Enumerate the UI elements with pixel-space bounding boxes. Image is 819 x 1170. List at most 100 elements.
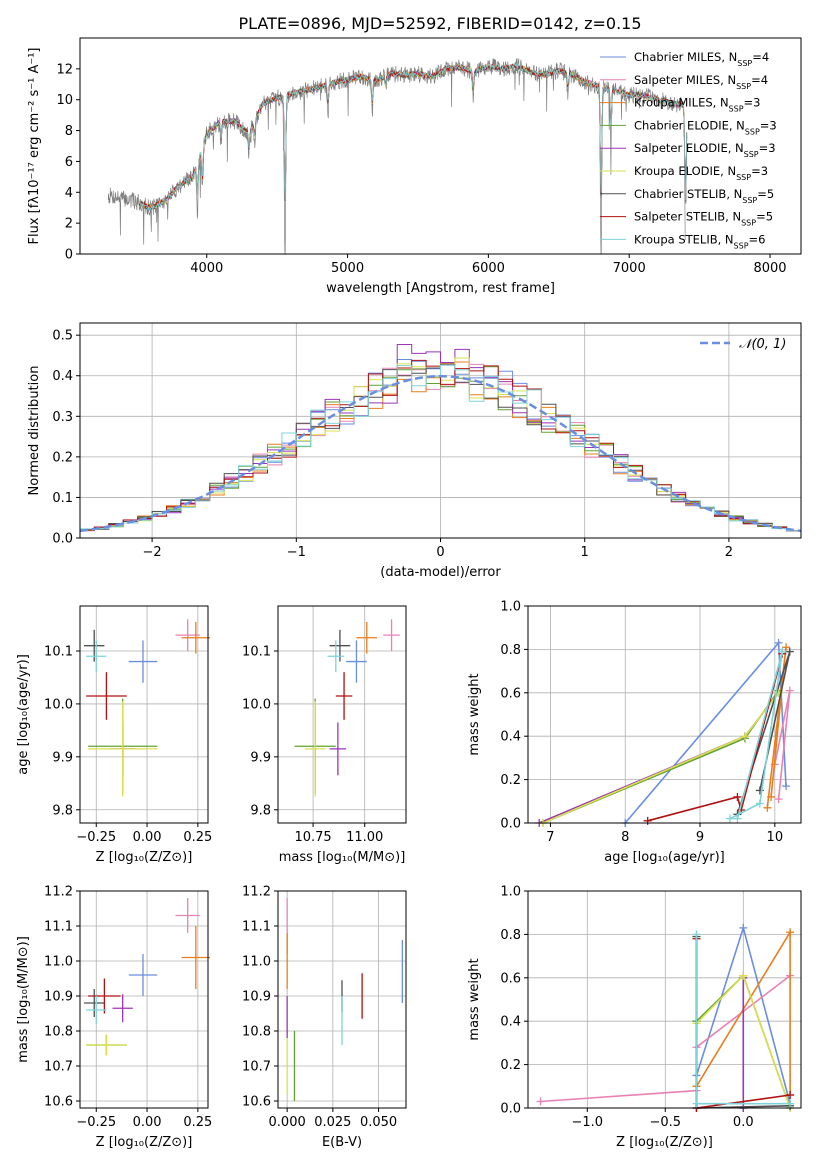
plot-frame xyxy=(527,890,802,1109)
y-tick-label: 9.9 xyxy=(250,750,271,765)
data-point-marker xyxy=(725,814,734,823)
y-tick-label: 11.1 xyxy=(242,920,271,935)
x-tick-label: −0.25 xyxy=(76,830,116,845)
legend-entry-label: Kroupa ELODIE, NSSP=3 xyxy=(634,164,768,182)
x-tick-label: 6000 xyxy=(472,261,505,276)
y-tick-label: 9.9 xyxy=(52,750,73,765)
y-tick-label: 0 xyxy=(65,248,73,263)
data-point-marker xyxy=(692,930,701,939)
x-axis-label: age [log₁₀(age/yr)] xyxy=(604,850,725,865)
y-tick-label: 0.8 xyxy=(500,643,521,658)
y-tick-label: 11.2 xyxy=(242,885,271,900)
metallicity-mass-weight-panel: −1.0 −0.5 0.0 0.0 0.2 0.4 0.6 0.8 1.0 Z [log₁₀(Z/… xyxy=(467,885,802,1150)
x-axis-label: mass [log₁₀(M/M⊙)] xyxy=(279,850,406,865)
metallicity-age-panel: −0.25 0.00 0.25 9.8 9.9 10.0 10.1 Z [log₁₀(Z/Z⊙… xyxy=(16,605,212,865)
residual-histogram-panel: −2 −1 0 1 2 0.0 0.1 0.2 0.3 0.4 0.5 (data-model)/er… xyxy=(27,322,802,580)
y-tick-label: 0.6 xyxy=(500,686,521,701)
legend-entry-label: Kroupa MILES, NSSP=3 xyxy=(634,96,760,114)
x-tick-label: 8 xyxy=(621,830,629,845)
x-tick-label: 7 xyxy=(546,830,554,845)
legend-entry-label: Kroupa STELIB, NSSP=6 xyxy=(634,232,765,250)
x-tick-label: 0.25 xyxy=(183,1115,212,1130)
legend-entry-label: 𝒩(0, 1) xyxy=(739,337,786,352)
x-tick-label: 0.025 xyxy=(314,1115,351,1130)
x-tick-label: −2 xyxy=(143,545,162,560)
model-spectrum-line-kroupa-stelib xyxy=(138,62,688,211)
y-axis-label: age [log₁₀(age/yr)] xyxy=(16,654,31,775)
x-axis-label: (data-model)/error xyxy=(380,565,501,580)
x-tick-label: −0.25 xyxy=(76,1115,116,1130)
data-point-marker xyxy=(692,1099,701,1108)
y-tick-label: 0.4 xyxy=(500,1015,521,1030)
figure-title: PLATE=0896, MJD=52592, FIBERID=0142, z=0… xyxy=(238,14,641,33)
x-tick-label: −0.5 xyxy=(649,1115,681,1130)
y-tick-label: 10.6 xyxy=(44,1095,73,1110)
plot-frame xyxy=(79,890,209,1109)
y-tick-label: 10 xyxy=(56,93,73,108)
legend-entry-label: Salpeter STELIB, NSSP=5 xyxy=(634,210,773,228)
x-tick-label: 10.75 xyxy=(294,830,331,845)
plot-frame xyxy=(527,605,802,824)
plot-frame xyxy=(79,605,209,824)
y-axis-label: Flux [fλ10⁻¹⁷ erg cm⁻² s⁻¹ A⁻¹] xyxy=(27,48,42,245)
plot-frame xyxy=(79,37,802,255)
y-tick-label: 9.8 xyxy=(52,803,73,818)
plot-frame xyxy=(277,605,407,824)
y-tick-label: 4 xyxy=(65,186,73,201)
data-point-marker xyxy=(782,782,791,791)
y-tick-label: 10.1 xyxy=(242,644,271,659)
metallicity-mass-panel: −0.25 0.00 0.25 10.6 10.7 10.8 10.9 11.0 11.1 11.… xyxy=(16,885,212,1151)
spectrum-legend: Chabrier MILES, NSSP=4 Salpeter MILES, NS… xyxy=(600,50,777,250)
y-tick-label: 10.9 xyxy=(44,990,73,1005)
y-tick-label: 11.2 xyxy=(44,885,73,900)
y-tick-label: 0.0 xyxy=(500,817,521,832)
data-point-marker xyxy=(786,928,795,937)
y-tick-label: 11.0 xyxy=(44,955,73,970)
x-tick-label: 0 xyxy=(436,545,444,560)
data-point-marker xyxy=(786,1090,795,1099)
normal-distribution-curve xyxy=(80,374,801,533)
mass-weight-line-kroupa-stelib xyxy=(729,651,784,820)
y-axis-label: mass [log₁₀(M/M⊙)] xyxy=(16,936,31,1063)
legend-entry-label: Chabrier STELIB, NSSP=5 xyxy=(634,187,774,205)
x-tick-label: 0.000 xyxy=(269,1115,306,1130)
y-tick-label: 0.0 xyxy=(52,532,73,547)
x-tick-label: 8000 xyxy=(753,261,786,276)
y-tick-label: 12 xyxy=(56,62,73,77)
legend-entry-label: Salpeter ELODIE, NSSP=3 xyxy=(634,141,776,159)
x-tick-label: 7000 xyxy=(613,261,646,276)
x-axis-label: wavelength [Angstrom, rest frame] xyxy=(326,281,555,296)
hist-lines xyxy=(80,344,801,534)
x-tick-label: 5000 xyxy=(331,261,364,276)
y-tick-label: 0.5 xyxy=(52,329,73,344)
y-tick-label: 10.9 xyxy=(242,990,271,1005)
age-mass-weight-panel: 7 8 9 10 0.0 0.2 0.4 0.6 0.8 1.0 age [log₁₀(age/yr… xyxy=(467,600,802,865)
x-tick-label: 0.00 xyxy=(133,1115,162,1130)
data-point-marker xyxy=(739,971,748,980)
y-tick-label: 10.8 xyxy=(242,1025,271,1040)
y-tick-label: 8 xyxy=(65,124,73,139)
y-tick-label: 0.0 xyxy=(500,1102,521,1117)
x-tick-label: 2 xyxy=(725,545,733,560)
y-axis-label: Normed distribution xyxy=(27,366,42,496)
y-tick-label: 11.0 xyxy=(242,955,271,970)
y-tick-label: 6 xyxy=(65,155,73,170)
y-tick-label: 10.6 xyxy=(242,1095,271,1110)
x-tick-label: 9 xyxy=(696,830,704,845)
plot-frame xyxy=(79,322,802,539)
x-axis-label: E(B-V) xyxy=(322,1135,362,1150)
data-point-marker xyxy=(733,792,742,801)
legend-entry-label: Chabrier MILES, NSSP=4 xyxy=(634,50,769,68)
data-point-marker xyxy=(733,814,742,823)
ebv-mass-panel: 0.000 0.025 0.050 10.6 10.7 10.8 10.9 11.0 11.1 1… xyxy=(242,885,407,1150)
x-axis-label: Z [log₁₀(Z/Z⊙)] xyxy=(96,1135,193,1150)
y-tick-label: 10.7 xyxy=(44,1060,73,1075)
data-point-marker xyxy=(778,647,787,656)
y-tick-label: 0.6 xyxy=(500,971,521,986)
y-tick-label: 10.0 xyxy=(242,697,271,712)
data-point-marker xyxy=(755,799,764,808)
data-point-marker xyxy=(774,795,783,804)
y-tick-label: 11.1 xyxy=(44,920,73,935)
y-tick-label: 10.7 xyxy=(242,1060,271,1075)
